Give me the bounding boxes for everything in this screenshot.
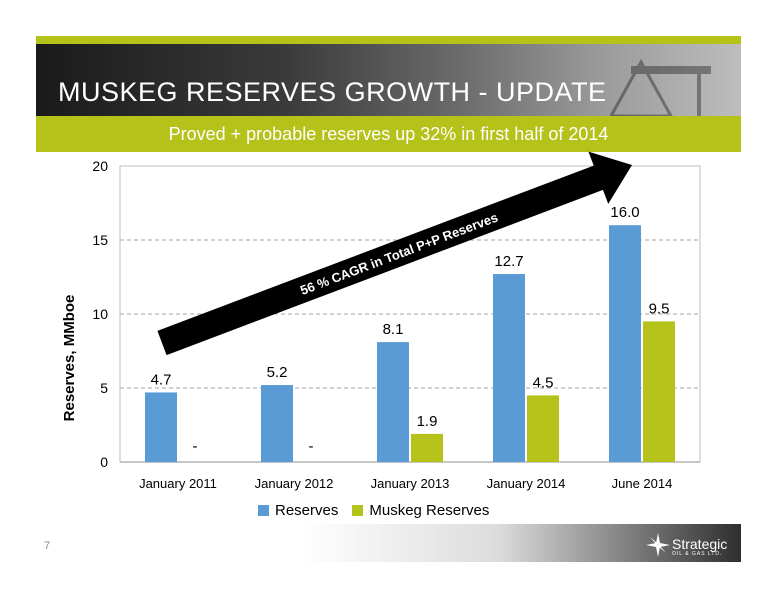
x-tick-label: January 2011 [139,476,217,491]
strategic-logo-icon [646,533,670,557]
data-label-muskeg: 4.5 [533,374,554,391]
data-label-muskeg: - [193,438,198,455]
bar-reserves [145,392,177,462]
bar-muskeg [527,395,559,462]
logo-subtitle: OIL & GAS LTD. [672,551,723,557]
bar-reserves [377,342,409,462]
title-banner [36,44,741,116]
legend-item-reserves: Reserves [258,502,338,519]
bar-muskeg [643,321,675,462]
y-axis-label: Reserves, MMboe [61,295,78,422]
legend-label-reserves: Reserves [275,502,339,519]
data-label-muskeg: - [309,438,314,455]
cagr-arrow-shape [157,151,633,356]
bar-reserves [493,274,525,462]
data-label-reserves: 16.0 [610,204,639,221]
page-title: MUSKEG RESERVES GROWTH - UPDATE [58,77,607,107]
y-tick-label: 0 [100,454,108,470]
data-label-reserves: 5.2 [267,364,288,381]
x-tick-label: June 2014 [612,476,673,491]
legend-label-muskeg: Muskeg Reserves [369,502,490,519]
logo-text: Strategic [672,536,728,552]
footer-bar [300,524,741,562]
slide-number: 7 [44,540,51,552]
x-tick-label: January 2012 [255,476,334,491]
data-label-muskeg: 9.5 [649,300,670,317]
top-accent-bar [36,36,741,44]
bar-muskeg [411,433,443,462]
subtitle-bar [36,116,741,152]
data-label-reserves: 4.7 [151,371,172,388]
y-tick-label: 15 [92,232,108,248]
y-tick-label: 20 [92,158,108,174]
bar-reserves [261,385,293,462]
x-tick-label: January 2014 [487,476,566,491]
data-label-reserves: 8.1 [383,321,404,338]
legend-swatch-muskeg [352,505,364,516]
pumpjack-silhouette-icon [609,58,711,116]
data-label-muskeg: 1.9 [417,413,438,430]
data-label-reserves: 12.7 [494,253,523,270]
legend-swatch-reserves [258,505,269,516]
chart-legend: Reserves Muskeg Reserves [258,502,489,519]
x-tick-label: January 2013 [371,476,450,491]
page-subtitle: Proved + probable reserves up 32% in fir… [168,124,609,144]
y-tick-label: 5 [100,380,108,396]
y-tick-label: 10 [92,306,108,322]
legend-item-muskeg: Muskeg Reserves [352,502,489,519]
bar-reserves [609,225,641,462]
